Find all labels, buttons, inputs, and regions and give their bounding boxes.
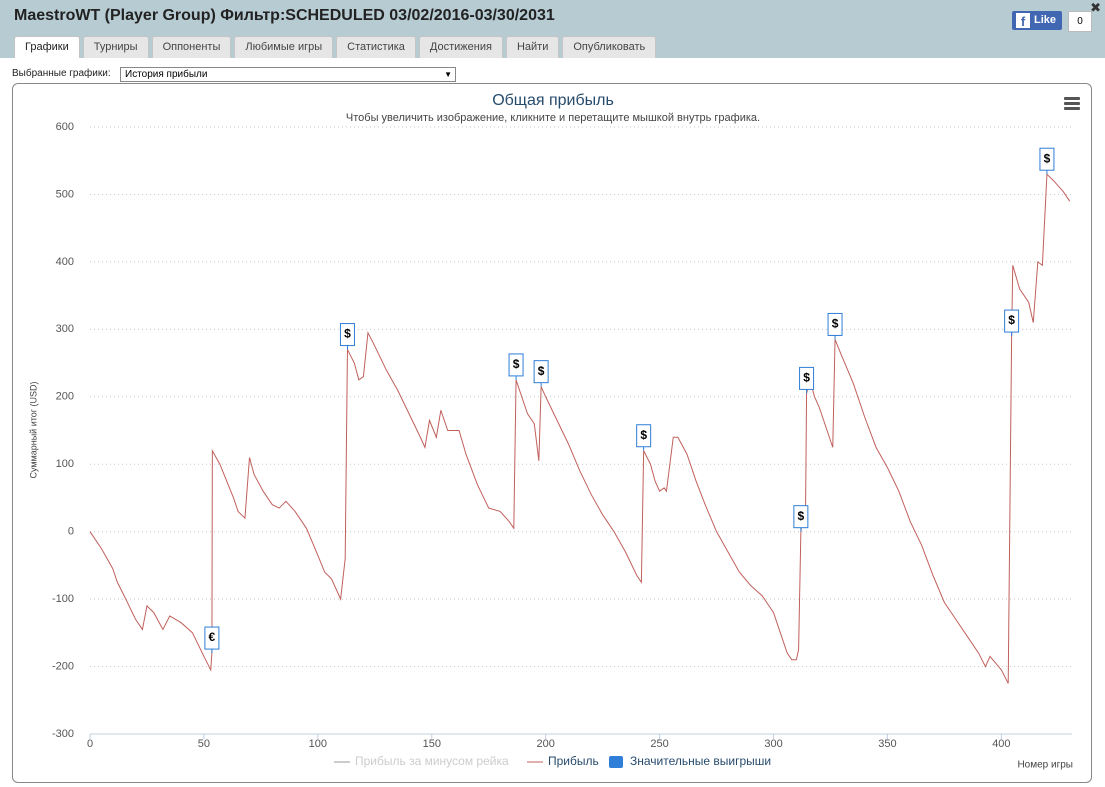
y-axis-label: Суммарный итог (USD)	[28, 381, 38, 478]
flag	[799, 366, 815, 390]
y-tick-label: -100	[52, 593, 74, 605]
flag	[339, 323, 355, 347]
tab[interactable]: Графики	[14, 36, 80, 58]
selector-label: Выбранные графики:	[12, 68, 111, 79]
flag-label: $	[344, 327, 351, 341]
legend-label: Прибыль	[548, 754, 599, 768]
tab[interactable]: Оппоненты	[151, 36, 232, 58]
like-count: 0	[1068, 11, 1092, 32]
y-tick-label: 400	[56, 256, 74, 268]
y-tick-label: 300	[56, 323, 74, 335]
flag	[636, 424, 652, 448]
flag	[533, 360, 549, 384]
flag-label: €	[209, 630, 216, 644]
y-tick-label: 200	[56, 391, 74, 403]
tab[interactable]: Статистика	[336, 36, 416, 58]
like-button[interactable]: Like	[1012, 11, 1063, 30]
flag	[508, 353, 524, 377]
flag-label: $	[640, 428, 647, 442]
x-tick-label: 250	[650, 738, 668, 750]
flag-label: $	[798, 509, 805, 523]
x-tick-label: 50	[198, 738, 210, 750]
profit-line	[89, 173, 1071, 684]
flag-label: $	[832, 317, 839, 331]
x-tick-label: 300	[764, 738, 782, 750]
tab[interactable]: Опубликовать	[562, 36, 657, 58]
flag	[1039, 147, 1055, 171]
flag-label: $	[513, 357, 520, 371]
y-tick-label: 0	[68, 526, 74, 538]
tabs: Графики Турниры Оппоненты Любимые игры Стати…	[14, 36, 657, 58]
flag-label: $	[1044, 151, 1051, 165]
header: MaestroWT (Player Group) Фильтр:SCHEDULE…	[0, 0, 1105, 58]
tab[interactable]: Любимые игры	[234, 36, 334, 58]
close-button[interactable]: ✖	[1090, 0, 1101, 15]
chart-title: Общая прибыль	[492, 92, 614, 109]
x-tick-label: 400	[992, 738, 1010, 750]
y-tick-label: 600	[56, 121, 74, 133]
tab[interactable]: Турниры	[82, 36, 149, 58]
legend-label: Значительные выигрыши	[630, 754, 771, 768]
menu-icon[interactable]	[1064, 97, 1080, 110]
y-tick-label: -300	[52, 728, 74, 740]
flag	[793, 505, 809, 529]
x-tick-label: 350	[878, 738, 896, 750]
flag-label: $	[1008, 313, 1015, 327]
flag-label: $	[538, 364, 545, 378]
y-tick-label: -200	[52, 660, 74, 672]
chart-frame	[12, 83, 1092, 783]
flag	[204, 626, 220, 650]
x-tick-label: 100	[309, 738, 327, 750]
x-tick-label: 0	[87, 738, 93, 750]
tab[interactable]: Найти	[505, 36, 560, 58]
selector[interactable]: История прибыли	[120, 67, 456, 82]
flag	[1004, 309, 1020, 333]
tab[interactable]: Достижения	[418, 36, 503, 58]
flag-label: $	[803, 371, 810, 385]
legend-label: Прибыль за минусом рейка	[355, 754, 509, 768]
legend-swatch	[609, 756, 623, 768]
x-axis-label: Номер игры	[1017, 760, 1073, 771]
chart-subtitle: Чтобы увеличить изображение, кликните и …	[346, 112, 760, 124]
page-title: MaestroWT (Player Group) Фильтр:SCHEDULE…	[14, 7, 555, 24]
y-tick-label: 100	[56, 458, 74, 470]
x-tick-label: 200	[537, 738, 555, 750]
flag	[827, 312, 843, 336]
y-tick-label: 500	[56, 188, 74, 200]
x-tick-label: 150	[423, 738, 441, 750]
